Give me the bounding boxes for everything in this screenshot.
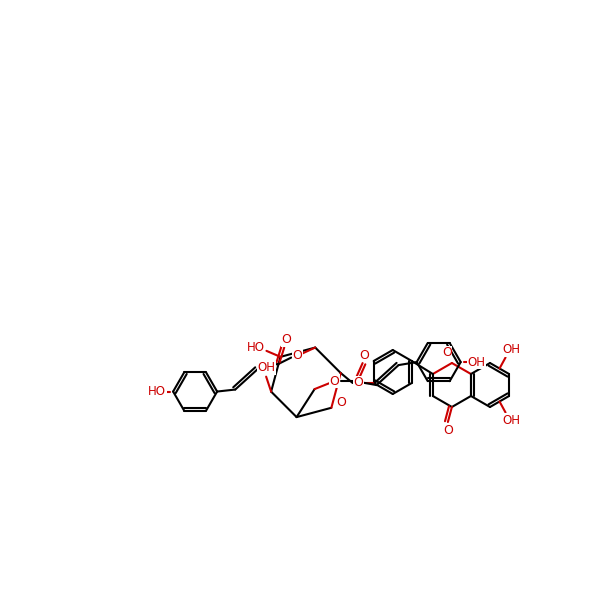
Text: O: O [337, 396, 346, 409]
Text: OH: OH [467, 356, 485, 368]
Text: HO: HO [148, 385, 166, 398]
Text: O: O [443, 424, 453, 437]
Text: O: O [359, 349, 370, 362]
Text: OH: OH [503, 414, 521, 427]
Text: HO: HO [247, 341, 265, 355]
Text: O: O [281, 333, 291, 346]
Text: O: O [329, 374, 340, 388]
Text: O: O [354, 377, 364, 389]
Text: O: O [292, 349, 302, 362]
Text: OH: OH [503, 343, 521, 356]
Text: OH: OH [257, 361, 275, 374]
Text: O: O [442, 346, 452, 359]
